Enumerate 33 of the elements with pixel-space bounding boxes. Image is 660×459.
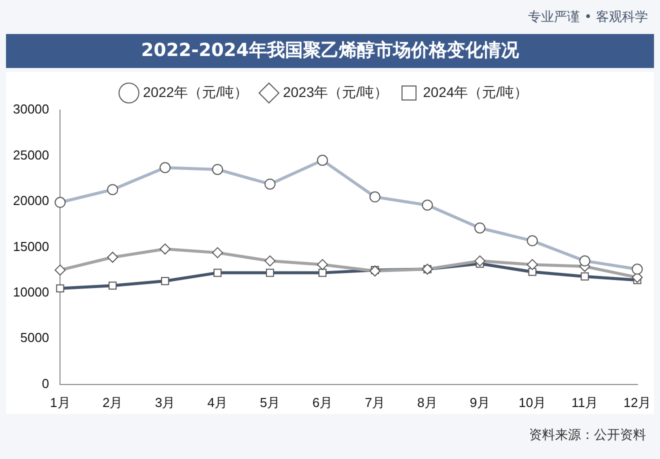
text: 资料来源：公开资料 — [529, 427, 646, 444]
legend-label: 2024年（元/吨） — [423, 84, 528, 100]
point — [266, 268, 274, 277]
x-tick-label: 10月 — [518, 394, 546, 410]
y-tick-label: 30000 — [12, 102, 50, 117]
legend-label: 2023年（元/吨） — [282, 84, 388, 100]
x-tick-label: 4月 — [207, 394, 228, 410]
x-tick-label: 11月 — [572, 394, 598, 410]
point — [161, 277, 170, 286]
x-tick-label: 3月 — [154, 394, 176, 410]
x-tick-label: 12月 — [624, 394, 652, 410]
chart-title: 2022-2024年我国聚乙烯醇市场价格变化情况 — [6, 34, 654, 68]
point — [580, 272, 589, 281]
x-tick-label: 6月 — [312, 394, 333, 410]
point — [318, 268, 327, 277]
y-tick-label: 20000 — [12, 193, 50, 208]
x-tick-label: 1月 — [50, 394, 70, 410]
y-tick-label: 5000 — [20, 330, 50, 346]
point — [214, 268, 222, 277]
y-tick-label: 0 — [42, 376, 50, 391]
x-tick-label: 7月 — [364, 394, 386, 410]
x-tick-label: 5月 — [260, 394, 280, 410]
point — [108, 282, 117, 290]
x-tick-label: 8月 — [417, 394, 438, 410]
text: 专业严谨 • 客观科学 — [528, 9, 648, 26]
x-tick-label: 2月 — [102, 394, 123, 410]
y-tick-label: 10000 — [12, 284, 50, 300]
y-tick-label: 15000 — [12, 238, 50, 254]
point — [528, 268, 536, 276]
legend-label: 2022年（元/吨） — [142, 84, 248, 100]
y-tick-label: 25000 — [12, 147, 50, 162]
point — [56, 284, 64, 292]
x-tick-label: 9月 — [470, 394, 490, 410]
